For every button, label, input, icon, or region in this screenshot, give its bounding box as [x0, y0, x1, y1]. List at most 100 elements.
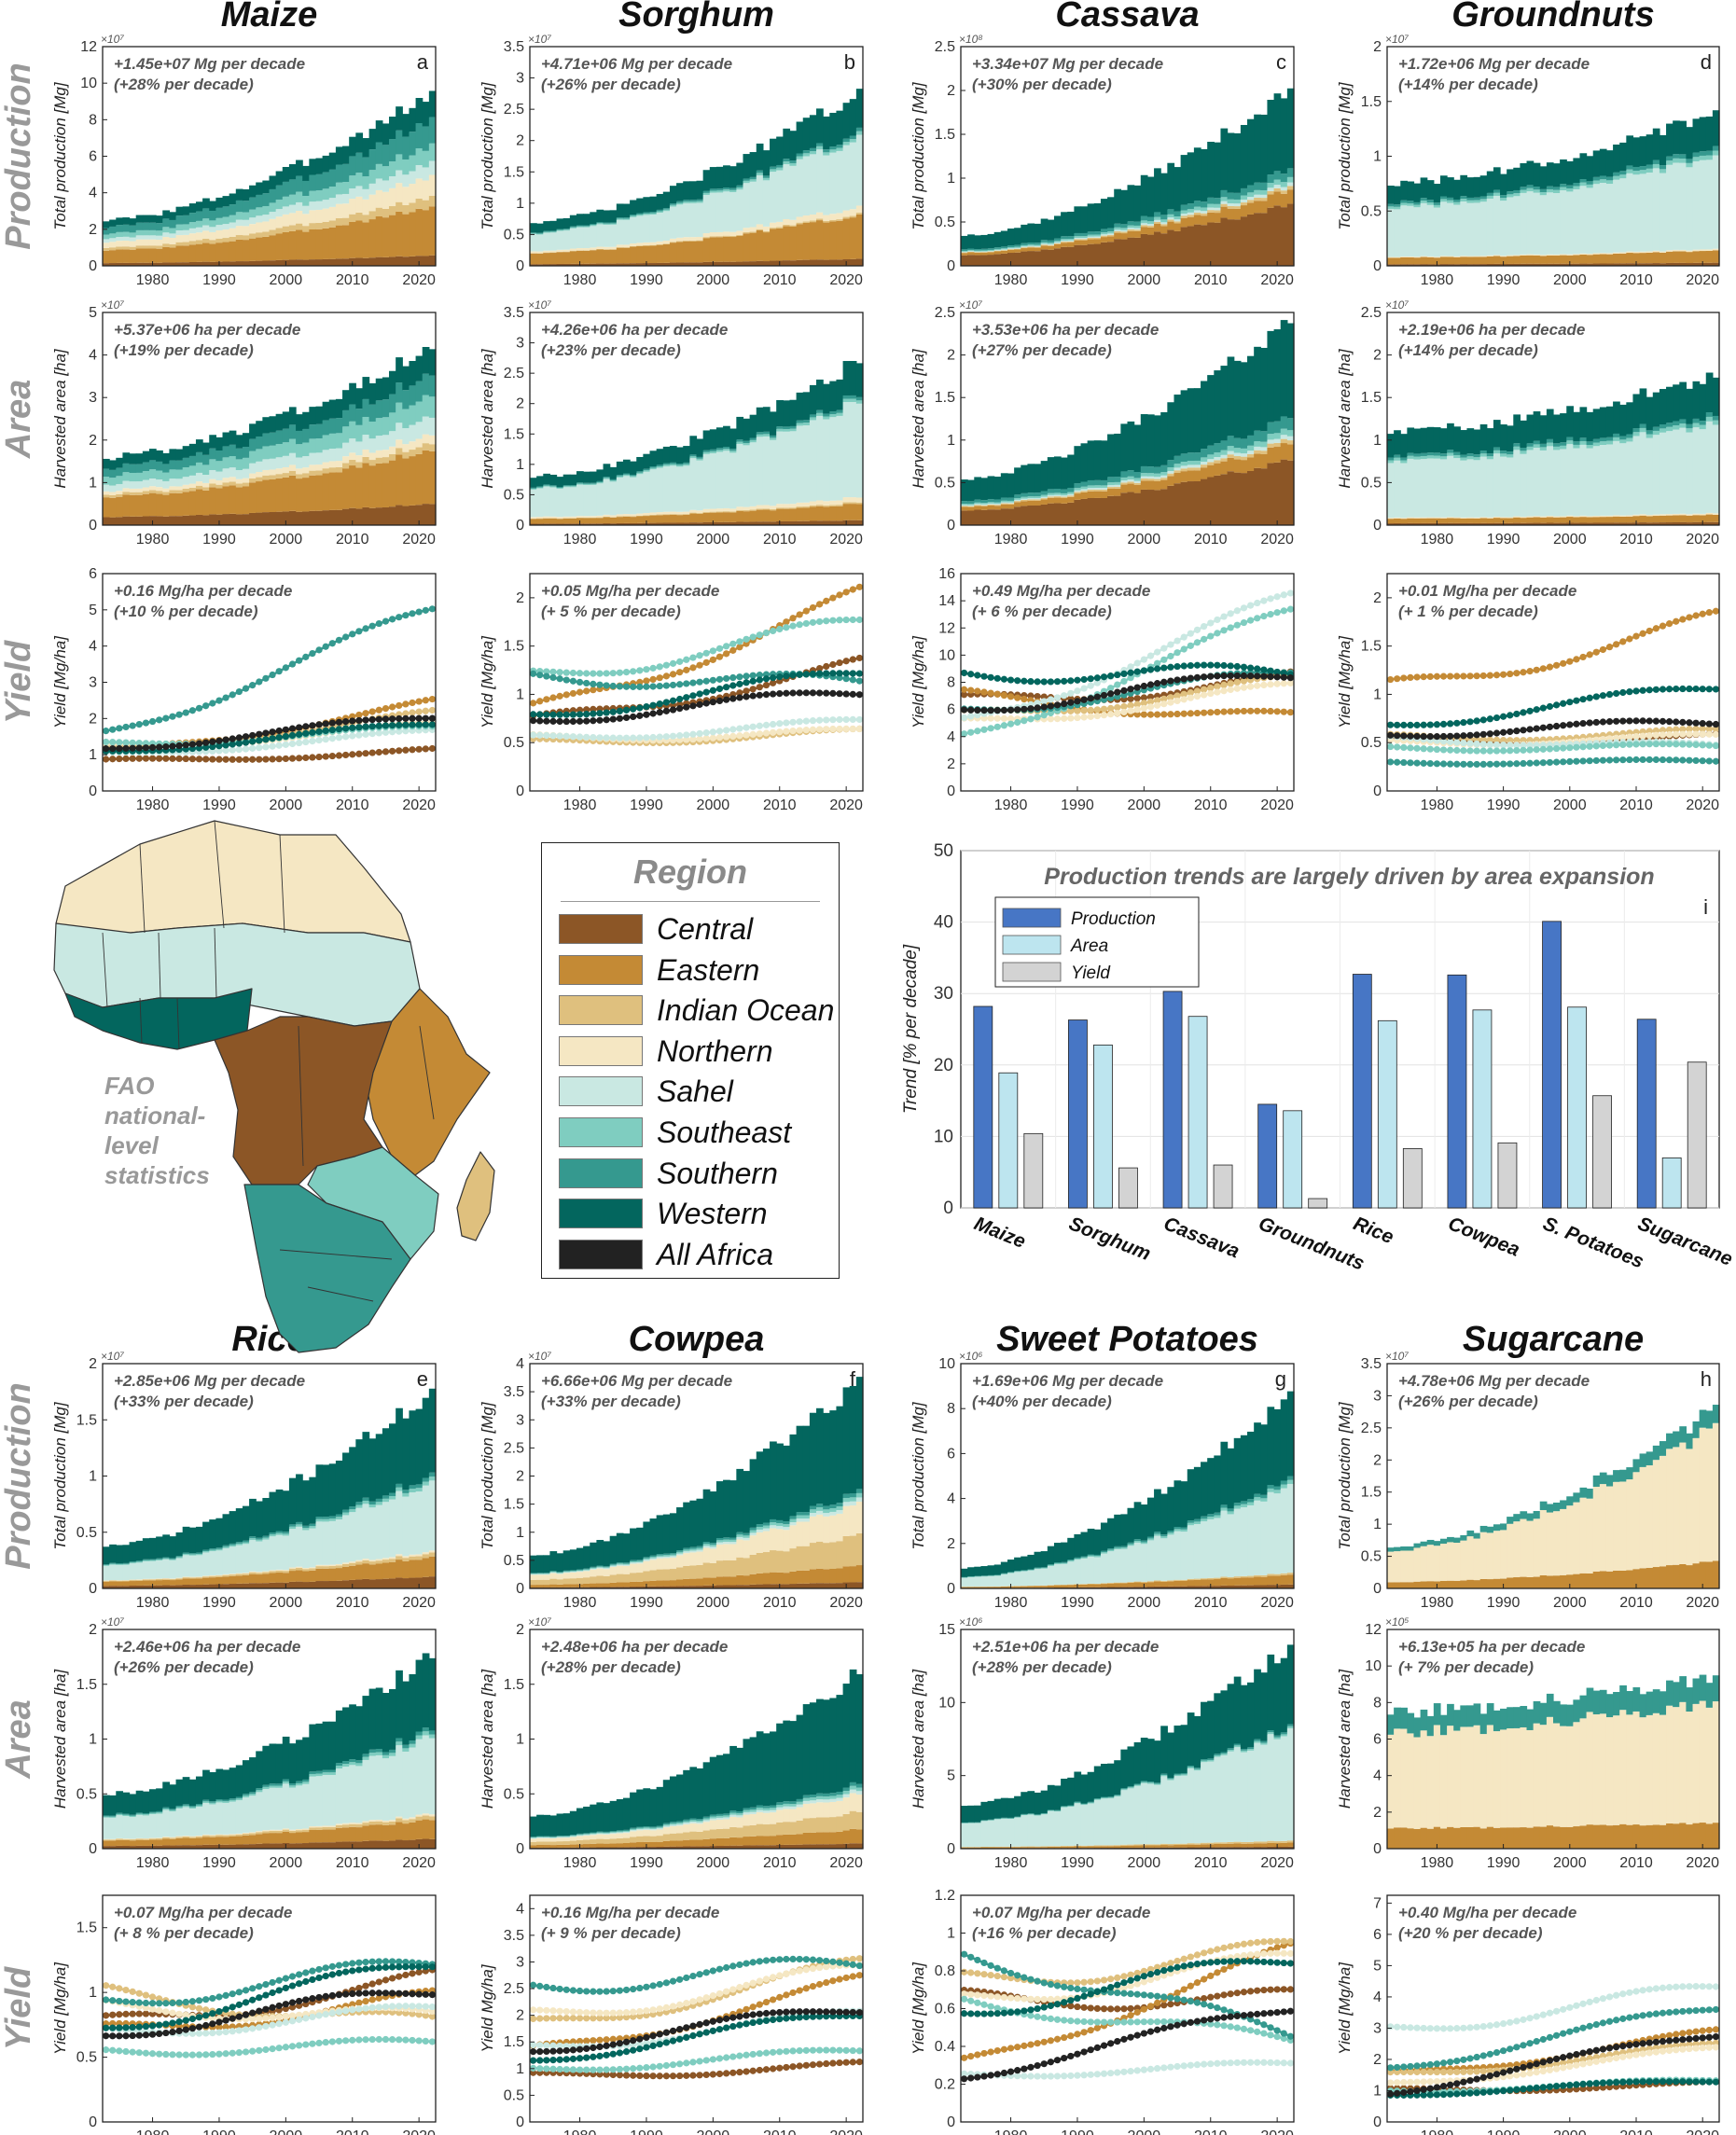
stacked-bar-segment: [1692, 118, 1701, 153]
stacked-bar-segment: [802, 215, 811, 222]
yield-point: [669, 659, 677, 667]
stacked-bar-segment: [802, 222, 811, 260]
stacked-bar-segment: [1047, 489, 1055, 493]
yield-point: [1273, 668, 1281, 676]
yield-point: [729, 726, 737, 733]
stacked-bar-segment: [202, 239, 210, 243]
stacked-bar-segment: [1513, 516, 1521, 518]
yield-point: [676, 705, 684, 713]
stacked-bar-segment: [1592, 522, 1601, 525]
stacked-bar-segment: [1014, 249, 1021, 253]
stacked-bar-segment: [709, 190, 717, 193]
stacked-bar-segment: [530, 523, 537, 525]
stacked-bar-segment: [1093, 243, 1102, 266]
stacked-bar-segment: [109, 226, 117, 234]
y-tick-label: 4: [89, 186, 97, 201]
stacked-bar-segment: [1260, 194, 1269, 199]
stacked-bar-segment: [1047, 492, 1055, 495]
stacked-bar-segment: [389, 431, 396, 447]
stacked-bar-segment: [1639, 251, 1647, 254]
stacked-bar-segment: [288, 194, 297, 205]
x-tick-label: 1980: [136, 797, 170, 813]
stacked-bar-segment: [1599, 515, 1607, 518]
stacked-bar-segment: [1673, 429, 1680, 514]
stacked-bar-segment: [636, 213, 644, 215]
stacked-bar-segment: [756, 173, 764, 175]
stacked-bar-segment: [987, 250, 995, 252]
stacked-bar-segment: [1592, 263, 1601, 266]
stacked-bar-segment: [836, 415, 844, 501]
stacked-bar-segment: [1174, 216, 1182, 220]
stacked-bar-segment: [1407, 264, 1415, 266]
stacked-bar-segment: [1413, 518, 1422, 523]
yield-point: [736, 725, 743, 732]
stacked-bar-segment: [1507, 517, 1514, 519]
stacked-bar-segment: [1493, 195, 1501, 256]
stacked-bar-segment: [1120, 229, 1129, 232]
stacked-bar-segment: [1673, 262, 1680, 266]
stacked-bar-segment: [375, 256, 383, 266]
stacked-bar-segment: [249, 451, 257, 464]
stacked-bar-segment: [1067, 246, 1075, 266]
stacked-bar-segment: [770, 439, 777, 506]
y-tick-label: 5: [89, 305, 97, 321]
yield-point: [1187, 710, 1194, 717]
stacked-bar-segment: [1426, 455, 1435, 459]
stacked-bar-segment: [543, 232, 551, 251]
yield-point: [1227, 708, 1234, 715]
stacked-bar-segment: [175, 478, 184, 487]
stacked-bar-segment: [209, 243, 216, 262]
stacked-bar-segment: [1613, 401, 1620, 434]
stacked-bar-segment: [1167, 217, 1175, 220]
stacked-bar-segment: [1007, 497, 1015, 501]
stacked-bar-segment: [1433, 458, 1441, 518]
stacked-bar-segment: [1214, 452, 1222, 457]
stacked-bar-segment: [1619, 171, 1627, 175]
stacked-bar-segment: [603, 249, 611, 264]
stacked-bar-segment: [1493, 256, 1501, 264]
stacked-bar-segment: [135, 222, 144, 230]
stacked-bar-segment: [789, 507, 798, 509]
yield-point: [1486, 672, 1493, 679]
stacked-bar-segment: [1227, 208, 1235, 220]
stacked-bar-segment: [428, 375, 437, 397]
yield-point: [743, 724, 750, 731]
stacked-bar-segment: [696, 202, 704, 237]
yield-point: [855, 715, 864, 724]
stacked-bar-segment: [122, 463, 131, 473]
stacked-bar-segment: [1273, 329, 1282, 422]
stacked-bar-segment: [1692, 381, 1701, 419]
stacked-bar-segment: [1533, 440, 1541, 445]
yield-point: [702, 688, 710, 696]
stacked-bar-segment: [215, 514, 224, 525]
yield-point: [590, 680, 597, 687]
stacked-bar-segment: [1539, 263, 1548, 266]
stacked-bar-segment: [355, 132, 364, 153]
stacked-bar-segment: [1466, 200, 1475, 203]
stacked-bar-segment: [770, 169, 777, 173]
stacked-bar-segment: [556, 251, 564, 253]
stacked-bar-segment: [1705, 421, 1714, 513]
stacked-bar-segment: [1433, 452, 1441, 456]
stacked-bar-segment: [1040, 242, 1049, 244]
stacked-bar-segment: [1160, 478, 1168, 480]
stacked-bar-segment: [702, 511, 711, 513]
stacked-bar-segment: [1586, 156, 1594, 182]
yield-point: [776, 690, 784, 698]
stacked-bar-segment: [428, 444, 437, 451]
stacked-bar-segment: [609, 515, 618, 518]
stacked-bar-segment: [1586, 448, 1594, 517]
stacked-bar-segment: [262, 459, 271, 470]
stacked-bar-segment: [1613, 437, 1620, 441]
stacked-bar-segment: [1053, 248, 1062, 266]
stacked-bar-segment: [1566, 440, 1574, 445]
yield-point: [662, 699, 670, 706]
stacked-bar-segment: [302, 428, 310, 443]
stacked-bar-segment: [622, 218, 631, 220]
stacked-bar-segment: [802, 392, 811, 421]
stacked-bar-segment: [622, 459, 631, 474]
stacked-bar-segment: [1187, 388, 1195, 453]
stacked-bar-segment: [1074, 446, 1082, 484]
stacked-bar-segment: [402, 159, 410, 175]
stacked-bar-segment: [676, 466, 684, 512]
